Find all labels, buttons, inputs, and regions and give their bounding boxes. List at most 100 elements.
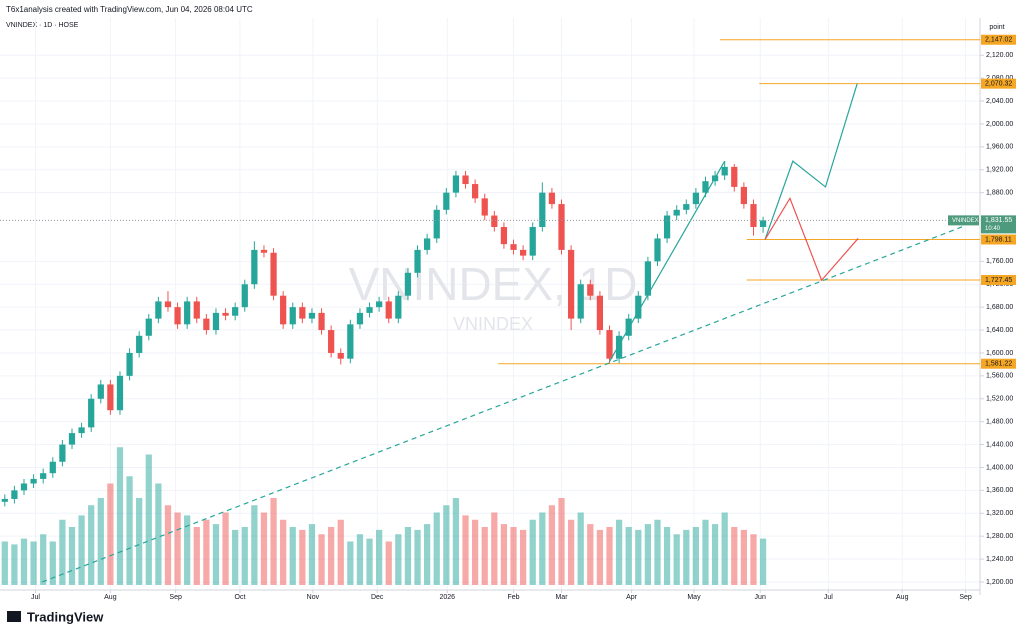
y-tick-label: 1,560.00 [986,373,1013,380]
volume-bar [280,519,287,585]
level-label: 2,070.32 [985,81,1012,88]
volume-bar [558,498,565,585]
volume-bar [759,538,767,585]
candle-body [308,312,316,319]
volume-bar [414,529,421,585]
watermark: VNINDEX, 1D [349,258,638,310]
candle-body [500,226,508,245]
candle-body [318,312,325,331]
volume-bar [136,498,143,585]
x-tick-label: May [687,594,701,601]
grid [0,18,980,590]
volume-bar [654,519,661,585]
volume-bar [750,534,757,585]
volume-bar [203,519,210,585]
level-label-box [981,78,1016,89]
x-tick-label: Aug [104,594,117,601]
y-tick-label: 1,400.00 [986,464,1013,471]
candle-body [212,312,220,331]
axis-title: point [989,24,1004,31]
candle-body [107,384,114,411]
volume-bar [40,534,47,585]
candle-body [452,175,460,193]
candle-body [241,284,248,308]
candle-body [174,307,181,325]
candle-body [615,335,623,359]
x-tick-label: Nov [307,594,320,601]
volume-bar [644,524,652,585]
volume-bar [1,541,8,585]
volume-bar [510,527,517,585]
candle-body [404,272,412,296]
volume-bar [107,483,114,585]
volume-bar [683,529,690,585]
volume-bar [241,527,248,585]
candle-body [673,209,680,216]
candle-body [519,249,527,256]
volume-bar [97,498,104,585]
x-tick-label: 2026 [439,594,455,601]
candle-body [462,175,469,185]
candle-body [472,184,479,199]
candle-body [232,307,239,316]
candle-body [683,204,690,210]
candle-body [424,238,431,250]
volume-bar [49,541,56,585]
y-tick-label: 1,280.00 [986,533,1013,540]
last-tag: VNINDEX [952,218,979,224]
volume-bar [78,515,85,585]
x-tick-label: Sep [169,594,182,601]
brand: TradingView [27,609,104,624]
last-label-box [981,215,1016,234]
volume-bar [289,527,296,585]
y-tick-label: 1,520.00 [986,396,1013,403]
volume-bar [328,527,335,585]
candle-body [395,295,402,319]
y-tick-label: 1,440.00 [986,441,1013,448]
volume-bar [443,505,450,585]
candle-body [721,166,728,176]
y-tick-label: 1,200.00 [986,579,1013,586]
volume-bar [567,519,575,585]
volume-bar [155,483,162,585]
volume-bar [270,498,277,585]
volume-bar [472,519,479,585]
candle-body [385,301,392,319]
volume-bar [145,454,152,585]
x-tick-label: Oct [235,594,246,601]
y-tick-label: 2,120.00 [986,52,1013,59]
candle-body [663,215,671,239]
volume-bar [385,541,392,585]
candle-body [596,295,604,331]
level-label: 2,147.02 [985,37,1012,44]
volume-bar [548,505,556,585]
y-tick-label: 2,040.00 [986,98,1013,105]
y-tick-label: 1,360.00 [986,487,1013,494]
candle-body [577,284,584,319]
volume-bar [347,541,354,585]
volume-bar [318,534,325,585]
x-tick-label: Jul [824,594,833,601]
candle-body [59,444,66,462]
candle-body [30,478,37,484]
last-timer: 10:40 [985,226,1001,232]
volume-bar [59,519,66,585]
volume-bar [30,541,37,585]
y-tick-label: 1,960.00 [986,144,1013,151]
volume-bar [424,524,431,585]
volume-bar [174,512,181,585]
volume-bar [519,529,527,585]
volume-bar [731,527,738,585]
candle-body [414,249,421,273]
y-tick-label: 1,240.00 [986,556,1013,563]
candle-body [654,238,661,262]
y-tick-label: 1,480.00 [986,419,1013,426]
candle-body [347,324,354,359]
volume-bar [251,505,258,585]
volume-bar [606,527,613,585]
candle-body [68,433,76,445]
x-tick-label: Apr [626,594,638,601]
last-tag-box [948,215,979,226]
x-tick-label: Sep [959,594,972,601]
level-label: 1,798.11 [985,236,1012,243]
